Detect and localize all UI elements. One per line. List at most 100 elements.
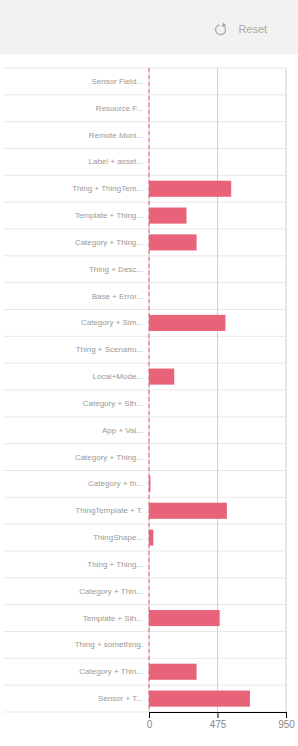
y-axis: Sensor Field... Resource F... Remote Moni.… xyxy=(72,77,149,703)
row-separator xyxy=(4,282,286,283)
row-separator xyxy=(4,68,286,69)
y-tick-label: Category + Sim... xyxy=(81,318,143,327)
bars xyxy=(149,181,250,707)
y-tick-label: Base + Error... xyxy=(92,292,143,301)
bar xyxy=(149,610,220,626)
y-tick: Local+Mode... xyxy=(93,372,149,381)
row-separator xyxy=(4,604,286,605)
y-tick: Thing + Desc... xyxy=(89,265,149,274)
row-separator xyxy=(4,94,286,95)
y-tick-label: Template + Thing... xyxy=(75,211,143,220)
x-tick-label: 475 xyxy=(210,719,227,730)
grid-line xyxy=(149,68,150,712)
y-tick: Thing + Scenario... xyxy=(76,345,149,354)
y-tick: Category + Sth... xyxy=(83,399,149,408)
y-tick-label: Sensor + T... xyxy=(98,694,143,703)
plot: 0 475 950 Sensor Field... Resource F... Remot… xyxy=(4,68,295,730)
row-separator xyxy=(4,470,286,471)
x-tick-label: 0 xyxy=(147,719,153,730)
y-tick: Category + Thin... xyxy=(79,667,149,676)
y-tick-label: Category + th... xyxy=(88,479,143,488)
y-tick: Category + th... xyxy=(88,479,149,488)
bar xyxy=(149,369,174,385)
y-tick-label: Resource F... xyxy=(96,104,143,113)
y-tick: Thing + ThingTem... xyxy=(72,184,149,193)
y-tick: ThingShape... xyxy=(93,533,149,542)
row-separator xyxy=(4,497,286,498)
y-tick-label: Remote Moni... xyxy=(89,131,143,140)
row-separator xyxy=(4,631,286,632)
y-tick-label: App + Val... xyxy=(102,426,143,435)
annotation: Reset xyxy=(238,23,267,35)
x-tick-label: 950 xyxy=(278,719,295,730)
x-tick: 950 xyxy=(278,712,295,730)
y-tick: Category + Thing... xyxy=(75,453,149,462)
y-tick: Resource F... xyxy=(96,104,149,113)
y-tick-label: Template + Sth... xyxy=(83,614,143,623)
y-tick: Sensor Field... xyxy=(91,77,149,86)
y-tick: Thing + something. xyxy=(75,640,149,649)
row-separator xyxy=(4,577,286,578)
bar xyxy=(149,691,250,707)
y-tick-label: Category + Thing... xyxy=(75,238,143,247)
y-tick: Sensor + T... xyxy=(98,694,149,703)
y-tick-label: Category + Thin... xyxy=(79,667,143,676)
x-tick-mark xyxy=(286,712,287,718)
y-tick-label: Thing + Scenario... xyxy=(76,345,143,354)
grid-line xyxy=(286,68,287,712)
row-separator xyxy=(4,524,286,525)
y-tick: Category + Thin... xyxy=(79,587,149,596)
chart: Reset 0 475 950 Sensor Field... Resource F...… xyxy=(0,0,298,746)
x-tick-mark xyxy=(218,712,219,718)
row-separator xyxy=(4,148,286,149)
row-separator xyxy=(4,309,286,310)
y-tick-label: Category + Thing... xyxy=(75,453,143,462)
row-separator xyxy=(4,416,286,417)
row-separator xyxy=(4,390,286,391)
bar xyxy=(149,234,197,250)
grid xyxy=(4,68,286,712)
y-tick-label: Category + Thin... xyxy=(79,587,143,596)
y-tick: ThingTemplate + T. xyxy=(75,506,149,515)
row-separator xyxy=(4,229,286,230)
x-tick: 475 xyxy=(210,712,227,730)
y-tick-label: Local+Mode... xyxy=(93,372,143,381)
bar xyxy=(149,664,197,680)
reset-icon-arrow xyxy=(222,22,226,27)
y-tick-label: ThingTemplate + T. xyxy=(75,506,143,515)
row-separator xyxy=(4,202,286,203)
y-tick: Thing + Thing... xyxy=(87,560,149,569)
y-tick: Label + asset... xyxy=(89,157,149,166)
x-tick: 0 xyxy=(147,712,153,730)
y-tick: Remote Moni... xyxy=(89,131,149,140)
row-separator xyxy=(4,175,286,176)
y-tick-label: ThingShape... xyxy=(93,533,143,542)
bar xyxy=(149,181,231,197)
y-tick-label: Thing + ThingTem... xyxy=(72,184,143,193)
header: Reset xyxy=(0,0,298,54)
y-tick: App + Val... xyxy=(102,426,149,435)
row-separator xyxy=(4,551,286,552)
row-separator xyxy=(4,121,286,122)
y-tick: Base + Error... xyxy=(92,292,149,301)
y-tick-label: Label + asset... xyxy=(89,157,143,166)
y-tick-label: Thing + something. xyxy=(75,640,143,649)
y-tick-label: Sensor Field... xyxy=(91,77,143,86)
row-separator xyxy=(4,363,286,364)
row-separator xyxy=(4,685,286,686)
x-axis: 0 475 950 xyxy=(147,712,296,730)
bar xyxy=(149,208,186,224)
bar xyxy=(149,503,227,519)
y-tick: Template + Thing... xyxy=(75,211,149,220)
y-tick: Template + Sth... xyxy=(83,614,149,623)
row-separator xyxy=(4,712,286,713)
baseline xyxy=(149,68,150,712)
y-tick: Category + Thing... xyxy=(75,238,149,247)
y-tick: Category + Sim... xyxy=(81,318,149,327)
row-separator xyxy=(4,255,286,256)
bar xyxy=(149,530,153,546)
y-tick-label: Category + Sth... xyxy=(83,399,143,408)
row-separator xyxy=(4,443,286,444)
y-tick-label: Thing + Thing... xyxy=(87,560,143,569)
x-tick-mark xyxy=(149,712,150,718)
